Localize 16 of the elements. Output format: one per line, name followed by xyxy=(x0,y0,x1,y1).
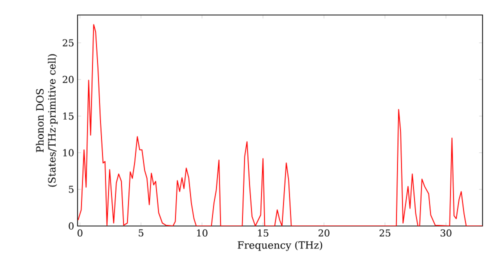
y-tick-label: 15 xyxy=(63,112,74,120)
line-series xyxy=(78,24,483,226)
y-tick-label: 0 xyxy=(68,222,74,230)
y-tick-label: 20 xyxy=(62,76,74,84)
y-tick-label: 10 xyxy=(63,149,74,156)
y-axis-title: Phonon DOS (States/THz·primitive cell) xyxy=(36,54,58,187)
x-tick-label: 20 xyxy=(318,229,330,237)
x-axis-title: Frequency (THz) xyxy=(238,241,322,251)
x-tick-label: 5 xyxy=(138,229,144,236)
x-tick-label: 30 xyxy=(440,229,452,237)
y-tick-label: 25 xyxy=(62,39,74,46)
x-tick-label: 25 xyxy=(380,229,390,237)
x-tick-label: 15 xyxy=(258,229,268,237)
y-tick-label: 5 xyxy=(68,186,74,193)
x-tick-label: 0 xyxy=(78,229,82,237)
x-tick-label: 10 xyxy=(197,229,208,237)
